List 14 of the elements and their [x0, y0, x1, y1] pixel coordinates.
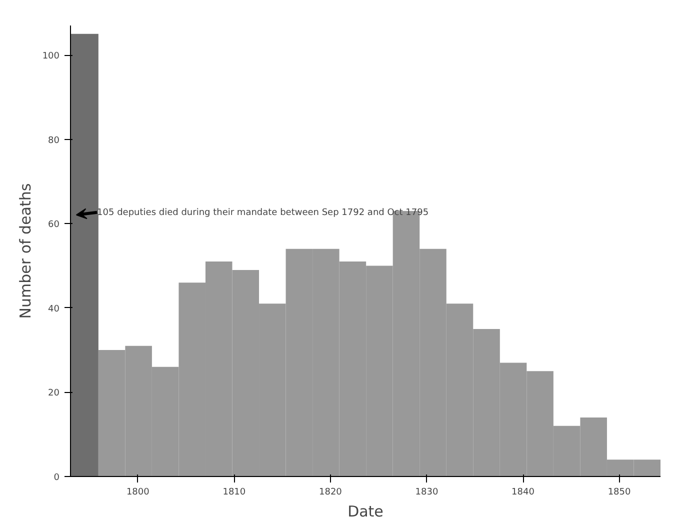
x-axis-title: Date — [348, 502, 384, 520]
y-tick-label: 0 — [54, 473, 60, 483]
y-tick-label: 60 — [48, 220, 60, 230]
x-tick-label: 1840 — [512, 488, 535, 498]
y-tick-label: 100 — [42, 52, 60, 62]
x-tick-label: 1800 — [126, 488, 150, 498]
x-tick-label: 1810 — [222, 488, 246, 498]
y-tick-label: 20 — [48, 388, 60, 399]
x-tick-label: 1850 — [608, 488, 632, 498]
y-axis-title: Number of deaths — [16, 183, 34, 319]
y-tick-label: 80 — [48, 136, 60, 146]
x-tick-label: 1830 — [415, 488, 438, 498]
y-tick-label: 40 — [48, 304, 60, 314]
x-tick-label: 1820 — [319, 488, 342, 498]
